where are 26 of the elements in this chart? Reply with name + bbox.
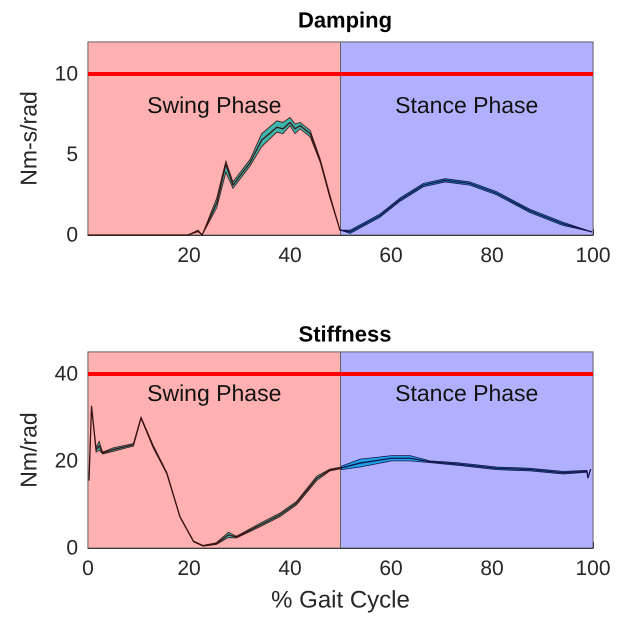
x-tick-label: 80 [480,557,504,580]
x-axis-title: % Gait Cycle [271,586,410,614]
y-tick-label: 40 [54,362,78,386]
x-tick-label: 20 [177,244,201,267]
x-tick-label: 40 [278,244,302,267]
x-tick-label: 100 [575,557,611,580]
band-label: Stance Phase [395,92,538,118]
y-tick-label: 20 [54,449,78,472]
chart-title: Stiffness [298,322,392,346]
band-label: Swing Phase [147,380,282,406]
band-label: Stance Phase [395,380,538,406]
y-tick-label: 0 [66,536,78,560]
y-tick-label: 5 [66,143,78,166]
chart-title: Damping [298,8,392,32]
y-tick-label: 0 [66,224,78,246]
y-axis-title: Nm-s/rad [16,91,42,186]
x-tick-label: 80 [480,244,504,267]
x-tick-label: 40 [278,557,302,580]
x-tick-label: 20 [177,557,201,580]
x-tick-label: 60 [379,244,403,267]
y-tick-label: 10 [54,62,78,86]
y-axis-title: Nm/rad [16,412,42,488]
band-label: Swing Phase [147,92,282,118]
x-tick-label: 60 [379,557,403,580]
x-tick-label: 0 [82,557,94,580]
x-tick-label: 100 [575,244,611,267]
